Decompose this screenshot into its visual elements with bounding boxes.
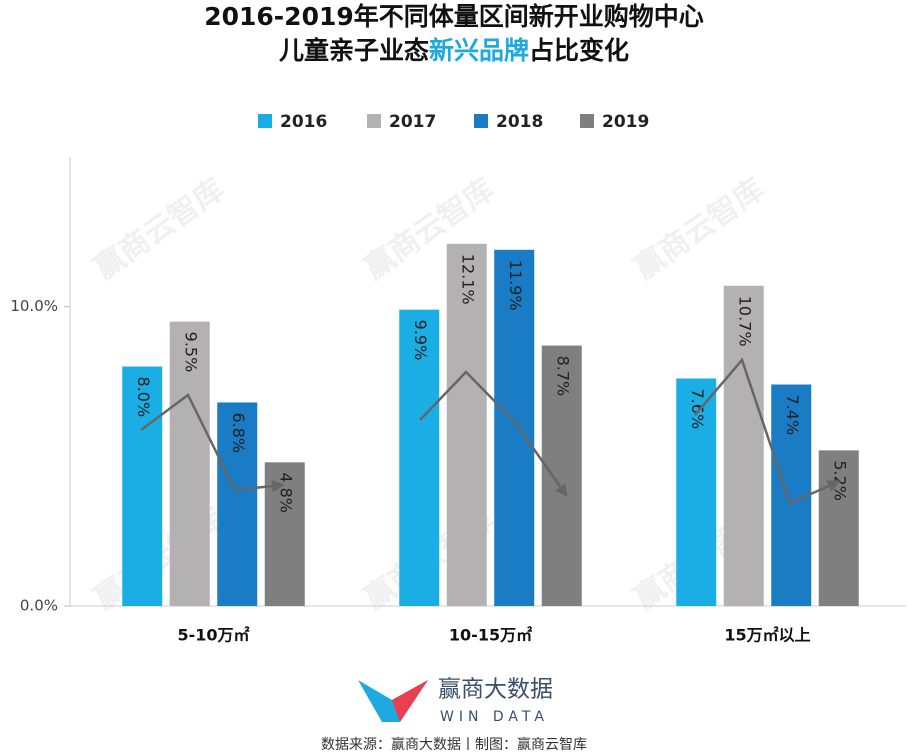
- value-label: 8.7%: [553, 356, 572, 397]
- value-label: 11.9%: [506, 260, 525, 311]
- x-tick-label: 15万㎡以上: [724, 626, 810, 645]
- logo: 赢商大数据 WIN DATA: [358, 677, 553, 725]
- title-part: 儿童亲子业态: [279, 36, 429, 65]
- trend-line: [140, 393, 285, 493]
- legend-label: 2019: [602, 112, 649, 132]
- logo-text: 赢商大数据: [438, 677, 553, 703]
- bar: [399, 309, 440, 606]
- watermark: 赢商云智库: [88, 172, 231, 287]
- bar: [676, 378, 717, 606]
- legend-label: 2016: [280, 112, 327, 132]
- bar: [771, 384, 812, 606]
- value-label: 9.5%: [181, 332, 200, 373]
- legend-swatch: [580, 114, 594, 128]
- watermark: 赢商云智库: [628, 172, 771, 287]
- value-label: 8.0%: [134, 377, 153, 418]
- value-label: 12.1%: [458, 254, 477, 305]
- chart-title: 儿童亲子业态新兴品牌占比变化: [279, 36, 629, 65]
- value-label: 7.4%: [783, 394, 802, 435]
- trend-line: [694, 357, 841, 505]
- bar: [169, 321, 210, 606]
- title-highlight: 新兴品牌: [429, 36, 529, 65]
- value-label: 7.6%: [688, 389, 707, 430]
- chart-title: 2016-2019年不同体量区间新开业购物中心: [204, 2, 704, 31]
- legend-swatch: [258, 114, 272, 128]
- x-tick-label: 10-15万㎡: [449, 626, 532, 645]
- legend-swatch: [474, 114, 488, 128]
- bar: [122, 366, 163, 606]
- bar: [217, 402, 258, 606]
- value-label: 9.9%: [411, 320, 430, 361]
- x-tick-label: 5-10万㎡: [177, 626, 249, 645]
- value-label: 4.8%: [276, 472, 295, 513]
- title-part: 占比变化: [529, 36, 629, 65]
- bar: [446, 243, 487, 606]
- value-label: 6.8%: [229, 412, 248, 453]
- bar: [494, 249, 535, 606]
- y-tick-label: 0.0%: [20, 597, 58, 615]
- bar: [723, 285, 764, 606]
- y-tick-label: 10.0%: [10, 297, 58, 315]
- trend-lines: [140, 357, 841, 505]
- bar: [541, 345, 582, 606]
- trend-line: [419, 370, 568, 498]
- legend-label: 2017: [389, 112, 436, 132]
- value-label: 5.2%: [830, 460, 849, 501]
- legend-label: 2018: [496, 112, 543, 132]
- legend-swatch: [367, 114, 381, 128]
- logo-sub: WIN DATA: [440, 709, 549, 725]
- value-label: 10.7%: [735, 296, 754, 347]
- logo-mark: [392, 680, 428, 722]
- source: 数据来源：赢商大数据丨制图：赢商云智库: [321, 736, 587, 753]
- bar: [818, 450, 859, 606]
